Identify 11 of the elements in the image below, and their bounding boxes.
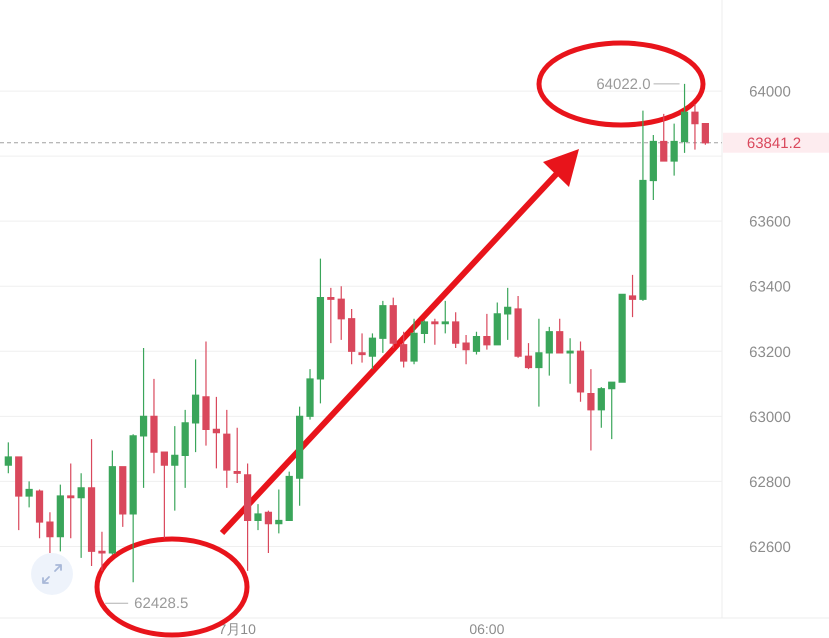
y-tick-label: 62800 [749,474,791,491]
x-tick-label: 06:00 [469,621,505,637]
y-tick-label: 63000 [749,408,791,426]
y-tick-label: 63400 [749,278,791,296]
annotation: 62428.5 [134,595,188,612]
y-tick-label: 63600 [749,214,791,231]
annotation: 64022.0 [596,76,651,93]
y-tick-label: 64000 [749,84,791,101]
y-tick-label: 63200 [749,344,791,361]
ref-line-label: 63841.2 [746,135,802,152]
y-tick-label: 62600 [749,538,791,556]
